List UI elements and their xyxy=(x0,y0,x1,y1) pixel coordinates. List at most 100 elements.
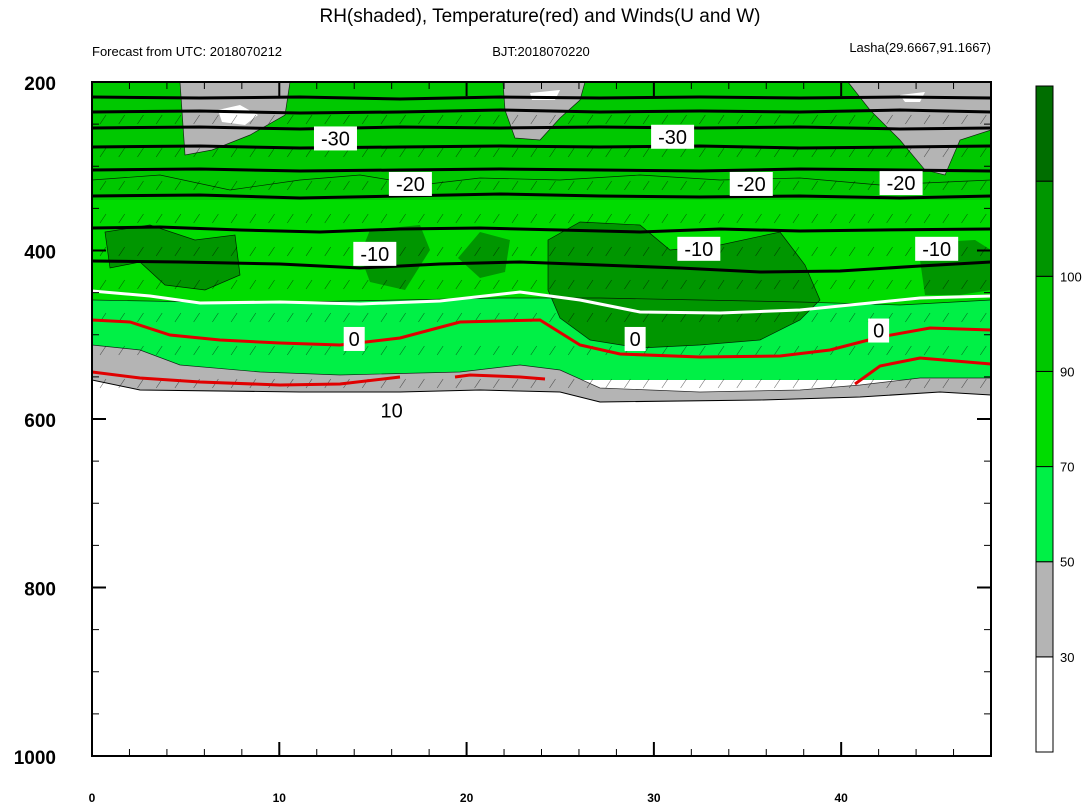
wind-barb xyxy=(193,147,200,158)
wind-barb xyxy=(905,147,912,158)
wind-barb xyxy=(774,279,781,290)
wind-barb xyxy=(493,147,500,158)
wind-barb xyxy=(586,114,594,125)
x-tick-label: 0 xyxy=(89,791,96,805)
wind-barb xyxy=(137,279,144,290)
wind-barb xyxy=(848,312,856,323)
isotherm-minus10 xyxy=(92,225,991,234)
wind-barb xyxy=(361,180,369,191)
wind-barb xyxy=(99,213,107,224)
wind-barb xyxy=(99,279,107,290)
wind-barb xyxy=(905,246,912,257)
y-tick-label: 200 xyxy=(24,74,56,95)
wind-barb xyxy=(399,213,406,224)
wind-barb xyxy=(155,312,163,323)
wind-barb xyxy=(474,213,481,224)
wind-barb xyxy=(567,279,575,290)
wind-barb xyxy=(418,213,425,224)
wind-barb xyxy=(567,147,575,158)
wind-barb xyxy=(942,180,950,191)
wind-barb xyxy=(212,345,219,356)
contour-label-box xyxy=(729,171,773,196)
wind-barb xyxy=(661,378,669,389)
wind-barb xyxy=(624,180,631,191)
wind-barb xyxy=(99,345,107,356)
wind-barb xyxy=(811,246,818,257)
wind-barb xyxy=(905,378,912,389)
wind-barb xyxy=(961,246,968,257)
wind-barb xyxy=(624,114,631,125)
wind-barb xyxy=(848,213,856,224)
isotherm-plus5 xyxy=(92,318,991,359)
wind-barb xyxy=(174,147,182,158)
wind-barb xyxy=(474,147,481,158)
wind-barb xyxy=(511,147,519,158)
wind-barb xyxy=(736,279,744,290)
wind-barb xyxy=(792,312,800,323)
wind-barb xyxy=(811,114,818,125)
wind-barb xyxy=(717,114,725,125)
wind-barb xyxy=(137,180,144,191)
wind-barb xyxy=(961,114,968,125)
colorbar: 30 50 70 90 100 xyxy=(1035,85,1082,753)
wind-barb xyxy=(418,345,425,356)
contour-label-box xyxy=(624,326,646,351)
wind-barb xyxy=(980,213,987,224)
contour-labels: -30 -30 -20 -20 -20 -10 -10 -10 0 0 0 10 xyxy=(313,124,959,423)
wind-barb xyxy=(249,312,257,323)
wind-barb xyxy=(118,345,125,356)
wind-barb xyxy=(118,279,125,290)
wind-barb xyxy=(361,345,369,356)
wind-barb xyxy=(624,246,631,257)
rh-very-dry-1 xyxy=(218,105,258,125)
wind-barb xyxy=(287,147,294,158)
wind-barb xyxy=(174,279,182,290)
wind-barb xyxy=(905,114,912,125)
wind-barb xyxy=(624,147,631,158)
wind-barb xyxy=(642,312,650,323)
wind-barb xyxy=(474,279,481,290)
wind-barb xyxy=(530,246,538,257)
wind-barb xyxy=(605,180,612,191)
wind-barb xyxy=(980,378,987,389)
wind-barb xyxy=(811,312,818,323)
wind-barb xyxy=(736,345,744,356)
wind-barb xyxy=(923,213,931,224)
wind-barb xyxy=(305,213,313,224)
wind-barb xyxy=(867,345,875,356)
wind-barb xyxy=(905,213,912,224)
wind-barb xyxy=(418,279,425,290)
wind-barb xyxy=(605,279,612,290)
wind-barb xyxy=(287,180,294,191)
wind-barb xyxy=(680,312,687,323)
wind-barb xyxy=(455,213,463,224)
x-tick-label: 30 xyxy=(647,791,661,805)
wind-barb xyxy=(493,180,500,191)
isotherm-minus15 xyxy=(92,192,991,200)
wind-barb xyxy=(99,378,107,389)
wind-barb xyxy=(811,180,818,191)
wind-barb xyxy=(155,147,163,158)
wind-barb xyxy=(455,114,463,125)
wind-barb xyxy=(193,312,200,323)
wind-barb xyxy=(923,114,931,125)
wind-barb xyxy=(867,147,875,158)
wind-barb xyxy=(399,279,406,290)
wind-barb xyxy=(624,378,631,389)
wind-barb xyxy=(699,378,706,389)
wind-barb xyxy=(961,378,968,389)
wind-barb xyxy=(174,213,182,224)
wind-barb xyxy=(642,180,650,191)
terrain-mask xyxy=(92,380,991,756)
wind-barb xyxy=(436,378,444,389)
wind-barb xyxy=(455,147,463,158)
isotherm-minus25 xyxy=(92,144,991,150)
wind-barb xyxy=(436,279,444,290)
wind-barb xyxy=(586,246,594,257)
x-tick-label: 40 xyxy=(834,791,848,805)
contour-label: -10 xyxy=(684,239,713,261)
wind-barb xyxy=(137,246,144,257)
wind-barb xyxy=(155,213,163,224)
wind-barb xyxy=(792,279,800,290)
wind-barb xyxy=(418,312,425,323)
